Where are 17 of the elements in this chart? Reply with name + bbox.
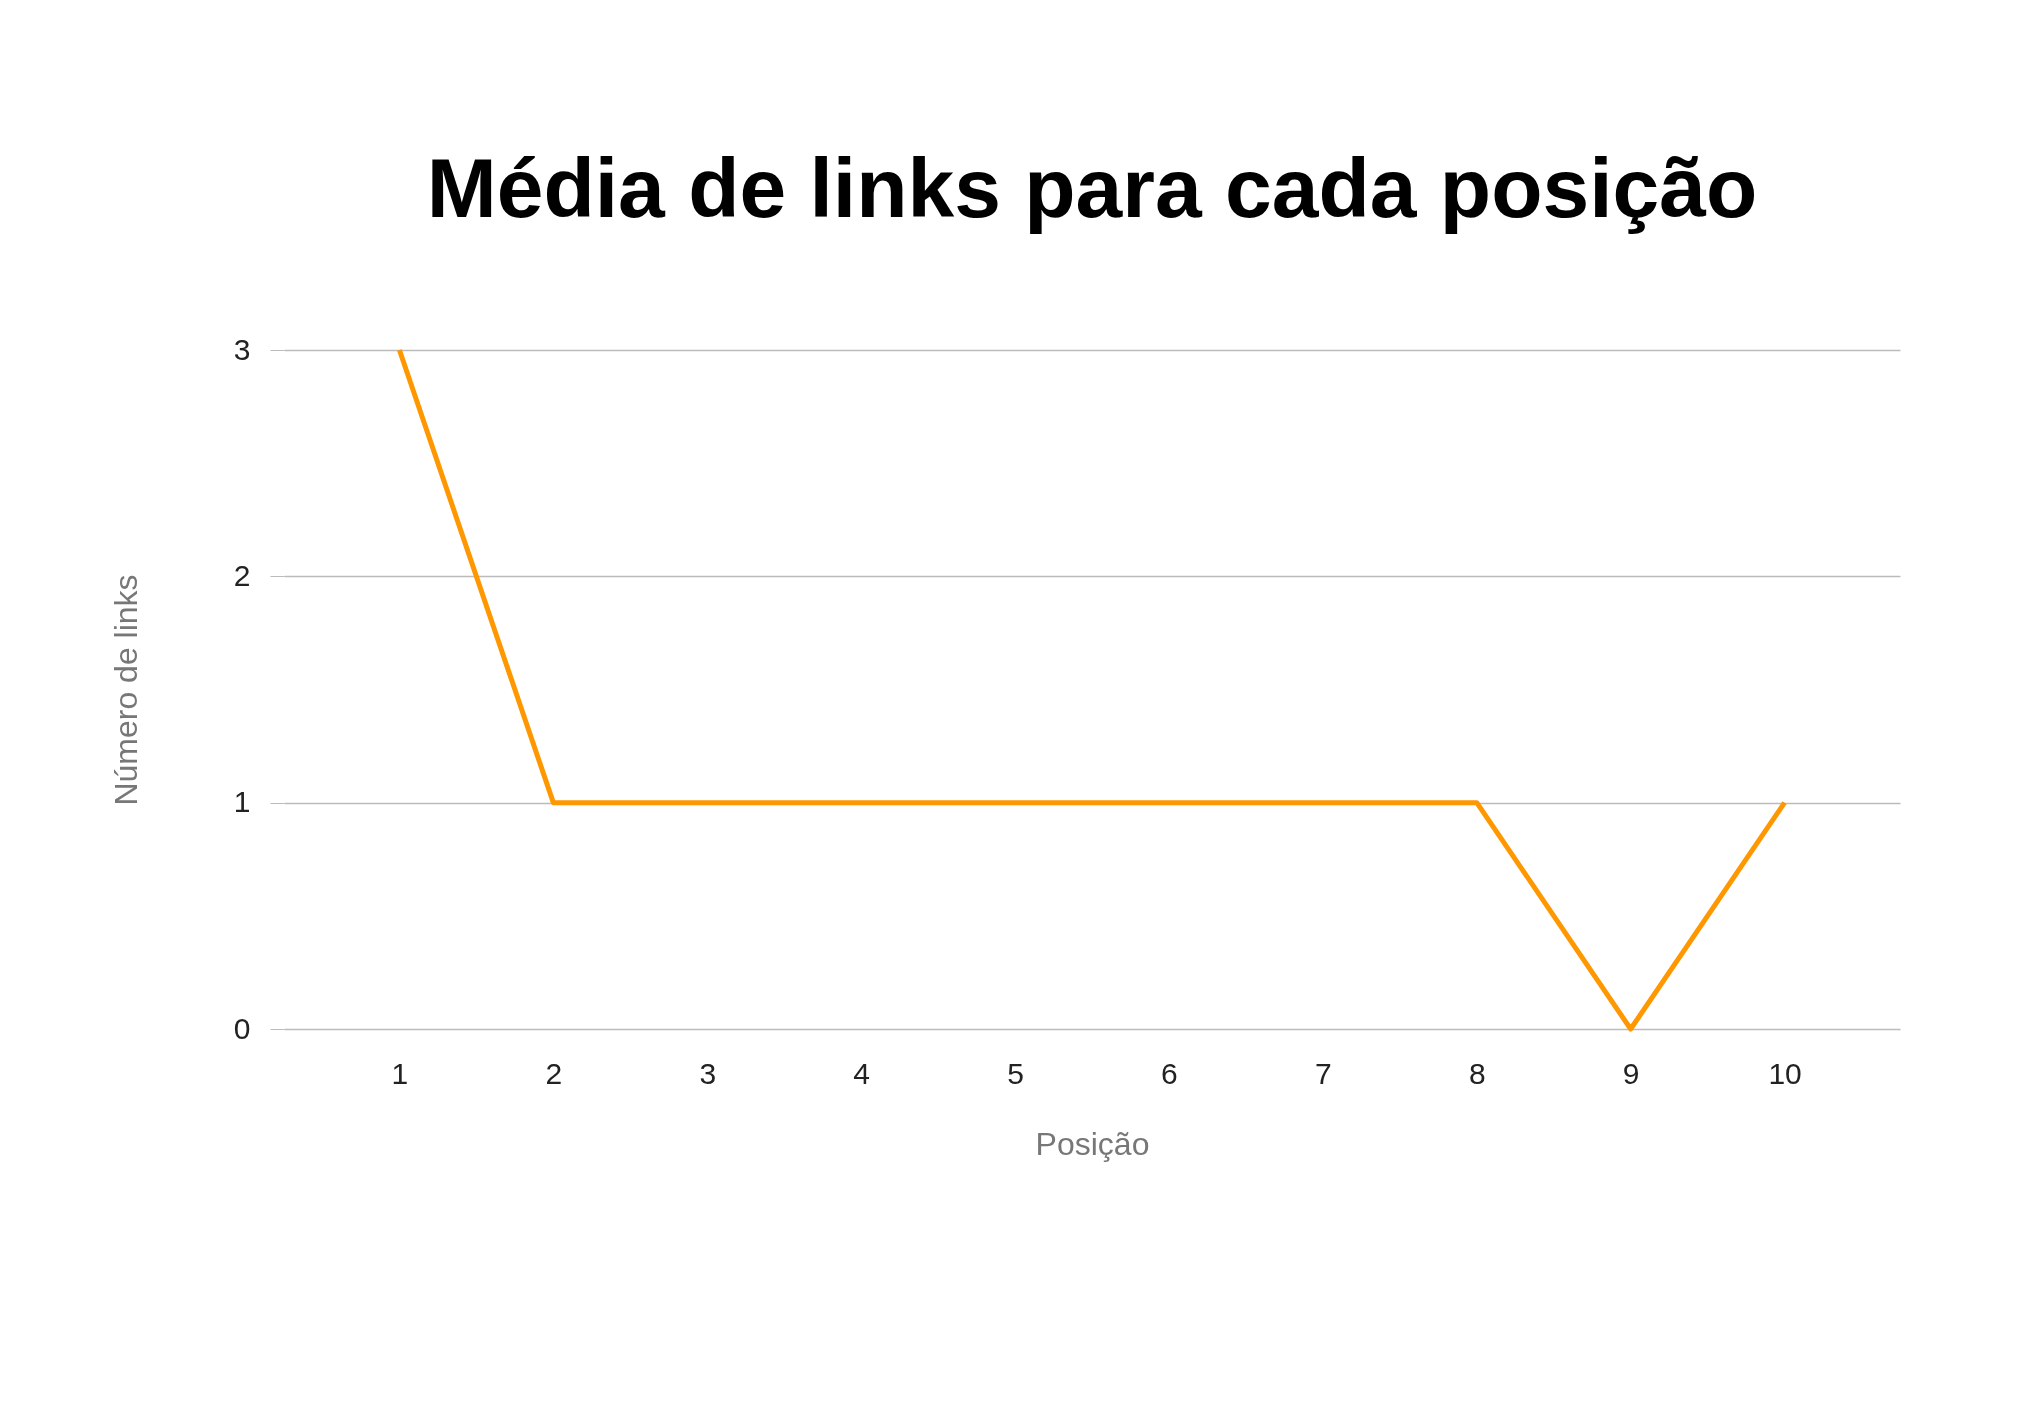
- y-axis-title: Número de links: [107, 574, 144, 806]
- chart-title: Média de links para cada posição: [426, 141, 1758, 235]
- x-tick-label: 8: [1468, 1056, 1486, 1090]
- x-tick-label: 5: [1007, 1056, 1024, 1090]
- x-tick-label: 1: [391, 1056, 409, 1090]
- x-tick-label: 7: [1315, 1056, 1332, 1090]
- x-tick-label: 9: [1622, 1056, 1640, 1090]
- x-axis-title: Posição: [1035, 1125, 1150, 1162]
- y-tick-label: 1: [233, 785, 251, 819]
- y-tick-label: 2: [233, 558, 251, 592]
- x-tick-label: 10: [1768, 1056, 1802, 1090]
- y-tick-label: 0: [233, 1011, 251, 1045]
- x-tick-label: 6: [1161, 1056, 1178, 1090]
- x-tick-label: 4: [853, 1056, 870, 1090]
- y-tick-label: 3: [233, 332, 251, 366]
- x-tick-label: 3: [699, 1056, 717, 1090]
- x-tick-label: 2: [545, 1056, 563, 1090]
